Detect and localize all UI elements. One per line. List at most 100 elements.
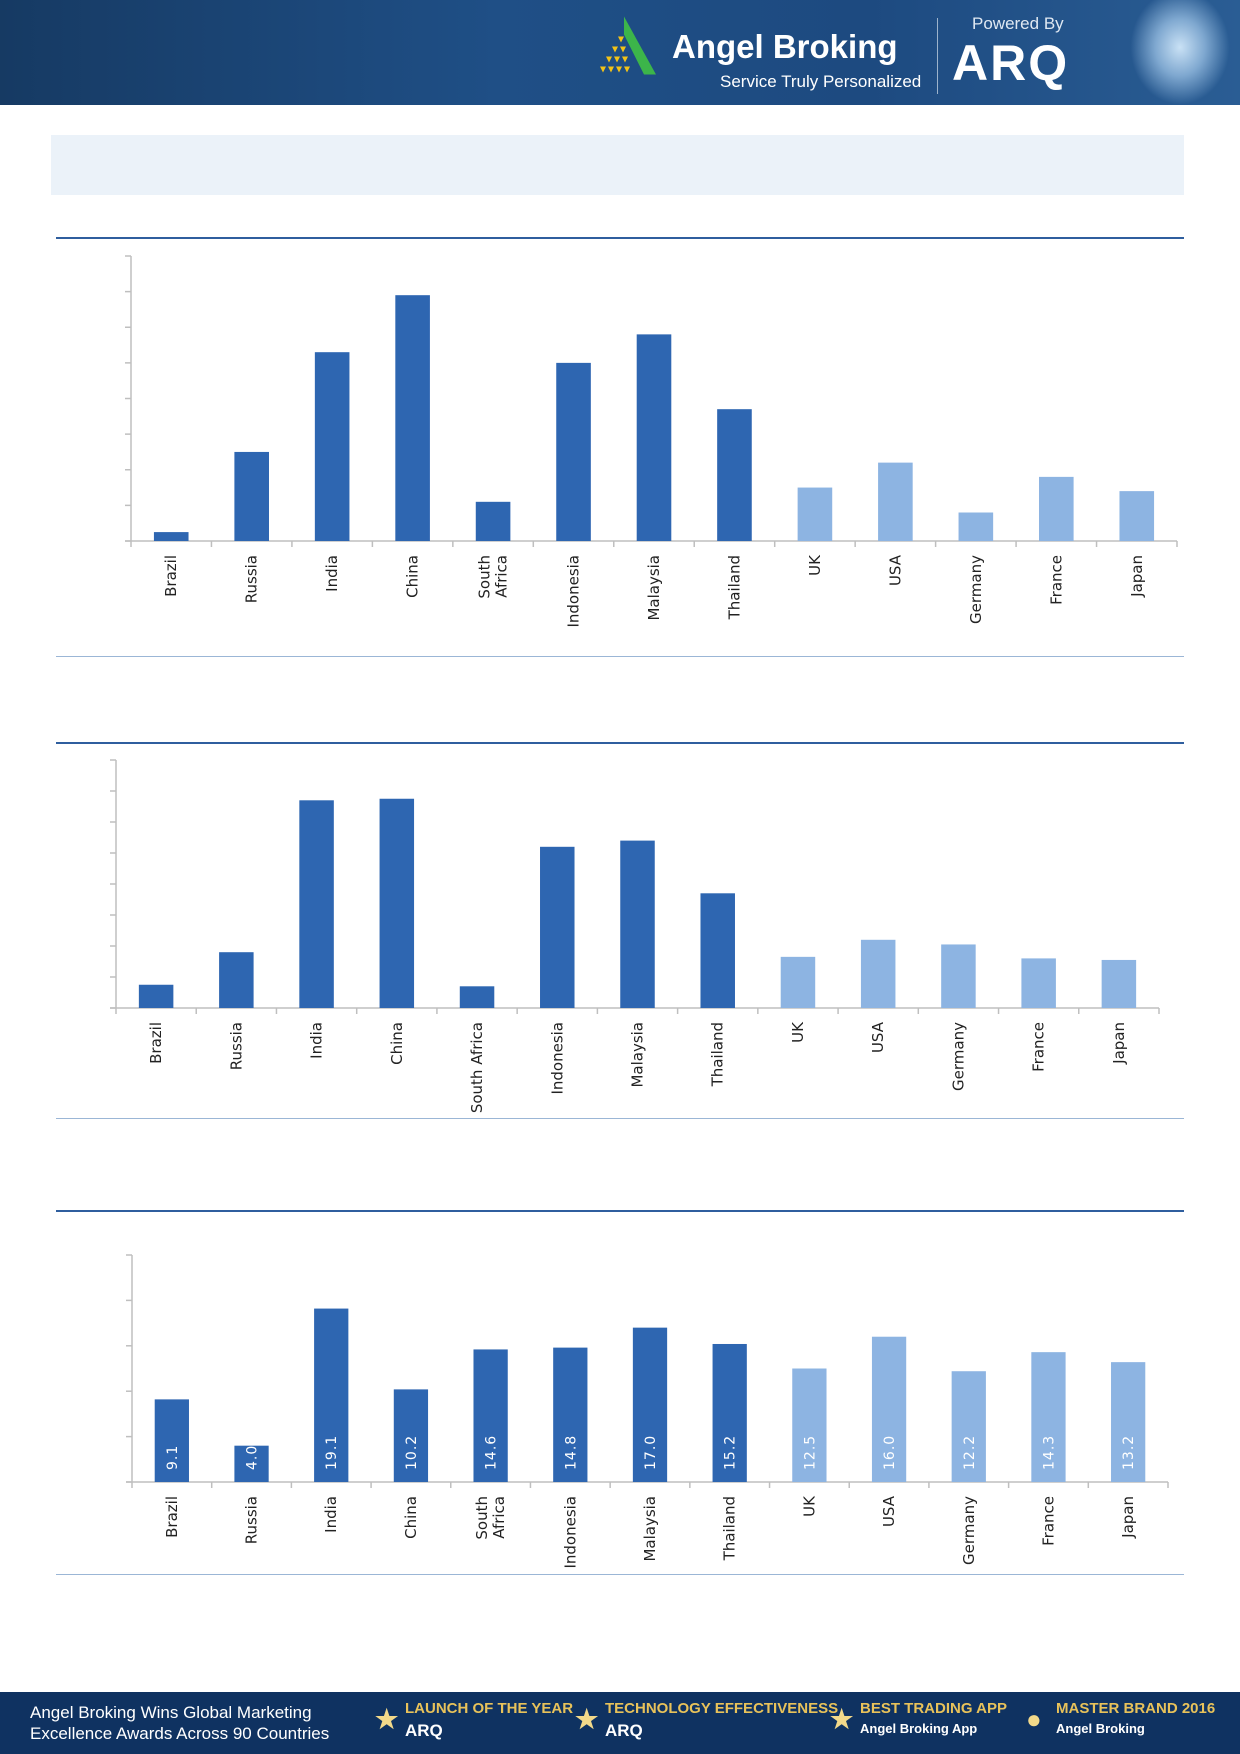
bar-uk [780, 956, 816, 1008]
bar-thailand [700, 893, 735, 1008]
bar-south-africa [459, 986, 495, 1008]
bar-germany [951, 1371, 986, 1482]
x-tick-label: France [1047, 555, 1065, 605]
bar-uk [797, 487, 833, 541]
award-sub: Angel Broking [1056, 1721, 1145, 1736]
bar-france [1031, 1352, 1066, 1482]
bar-france [1039, 476, 1074, 541]
x-tick-label: Russia [243, 1496, 261, 1544]
award-sub: ARQ [405, 1721, 443, 1740]
bar-south-africa [473, 1349, 508, 1482]
x-tick-label: India [323, 555, 341, 592]
bar-india [299, 800, 334, 1008]
bar-brazil [138, 984, 174, 1008]
data-label: 15.2 [723, 1435, 739, 1470]
x-tick-label: SouthAfrica [473, 1496, 508, 1540]
x-tick-label: UK [789, 1021, 807, 1043]
award-launch-of-the-year: ★ LAUNCH OF THE YEAR ARQ [375, 1700, 574, 1741]
x-tick-label: USA [880, 1495, 898, 1527]
x-tick-label: Thailand [725, 555, 743, 620]
section-divider [56, 742, 1184, 744]
x-tick-label: China [402, 1496, 420, 1539]
x-tick-label: Germany [967, 555, 985, 624]
powered-by-label: Powered By [972, 14, 1064, 33]
data-label: 12.5 [802, 1435, 818, 1470]
x-tick-label: Russia [227, 1022, 245, 1070]
bar-brazil [153, 532, 189, 541]
data-label: 14.6 [484, 1435, 500, 1470]
bar-russia [219, 952, 254, 1008]
footer-text-line: Excellence Awards Across 90 Countries [30, 1724, 330, 1743]
bar-china [379, 798, 415, 1008]
award-technology-effectiveness: ★ TECHNOLOGY EFFECTIVENESS ARQ [575, 1700, 839, 1741]
section-divider [56, 1118, 1184, 1119]
angel-broking-logo-icon [600, 16, 656, 75]
trophy-icon: ★ [575, 1704, 599, 1734]
x-tick-label: Japan [1119, 1496, 1137, 1539]
x-tick-label: Germany [960, 1496, 978, 1565]
bar-indonesia [553, 1347, 588, 1482]
arq-logo: ARQ [952, 35, 1070, 91]
trophy-icon: ● [1026, 1704, 1042, 1734]
x-tick-label: Thailand [721, 1496, 739, 1561]
x-tick-label: UK [800, 1495, 818, 1517]
award-best-trading-app: ★ BEST TRADING APP Angel Broking App [830, 1700, 1007, 1736]
bar-germany [958, 512, 994, 541]
bar-china [393, 1389, 429, 1482]
bar-indonesia [556, 362, 591, 541]
x-tick-label: Japan [1110, 1022, 1128, 1065]
bar-germany [941, 944, 976, 1008]
data-label: 12.2 [962, 1435, 978, 1470]
award-title: LAUNCH OF THE YEAR [405, 1700, 574, 1717]
data-label: 14.3 [1041, 1435, 1057, 1470]
x-tick-label: Japan [1128, 555, 1146, 598]
x-tick-label: USA [869, 1021, 887, 1053]
x-tick-label: Brazil [162, 555, 180, 597]
x-tick-label: Malaysia [629, 1022, 647, 1088]
bar-malaysia [636, 334, 672, 541]
digital-face-image [1130, 0, 1230, 105]
x-tick-label: Malaysia [645, 555, 663, 621]
bar-japan [1101, 959, 1137, 1008]
x-tick-label: Russia [243, 555, 261, 603]
bar-japan [1111, 1362, 1146, 1482]
data-label: 14.8 [563, 1435, 579, 1470]
bar-russia [234, 451, 269, 541]
x-tick-label: Germany [949, 1022, 967, 1091]
x-tick-label: France [1039, 1496, 1057, 1546]
data-label: 19.1 [324, 1435, 340, 1470]
header-divider [937, 18, 938, 94]
brand-name: Angel Broking [672, 28, 898, 65]
bar-china [395, 295, 430, 541]
trophy-icon: ★ [375, 1704, 399, 1734]
section-divider [56, 1574, 1184, 1575]
x-tick-label: Brazil [163, 1496, 181, 1538]
x-tick-label: China [404, 555, 422, 598]
x-tick-label: Brazil [147, 1022, 165, 1064]
x-tick-label: Thailand [709, 1022, 727, 1087]
bar-usa [860, 939, 896, 1008]
data-label: 4.0 [245, 1445, 261, 1470]
x-tick-label: Malaysia [641, 1496, 659, 1562]
bar-japan [1119, 491, 1155, 541]
bar-india [314, 352, 350, 541]
bar-brazil [154, 1399, 189, 1482]
section-divider [56, 656, 1184, 657]
bar-france [1021, 958, 1056, 1008]
x-tick-label: China [388, 1022, 406, 1065]
award-sub: Angel Broking App [860, 1721, 978, 1736]
footer-text: Angel Broking Wins Global Marketing Exce… [30, 1702, 329, 1744]
bar-malaysia [632, 1327, 668, 1482]
award-title: TECHNOLOGY EFFECTIVENESS [605, 1700, 839, 1717]
trophy-icon: ★ [830, 1704, 854, 1734]
x-tick-label: USA [886, 554, 904, 586]
x-tick-label: India [308, 1022, 326, 1059]
award-title: MASTER BRAND 2016 [1056, 1700, 1216, 1717]
title-box [51, 135, 1184, 195]
x-tick-label: Indonesia [565, 555, 583, 628]
bar-uk [792, 1368, 827, 1482]
footer-text-line: Angel Broking Wins Global Marketing [30, 1703, 312, 1722]
award-title: BEST TRADING APP [860, 1700, 1007, 1717]
x-tick-label: Indonesia [561, 1496, 579, 1569]
